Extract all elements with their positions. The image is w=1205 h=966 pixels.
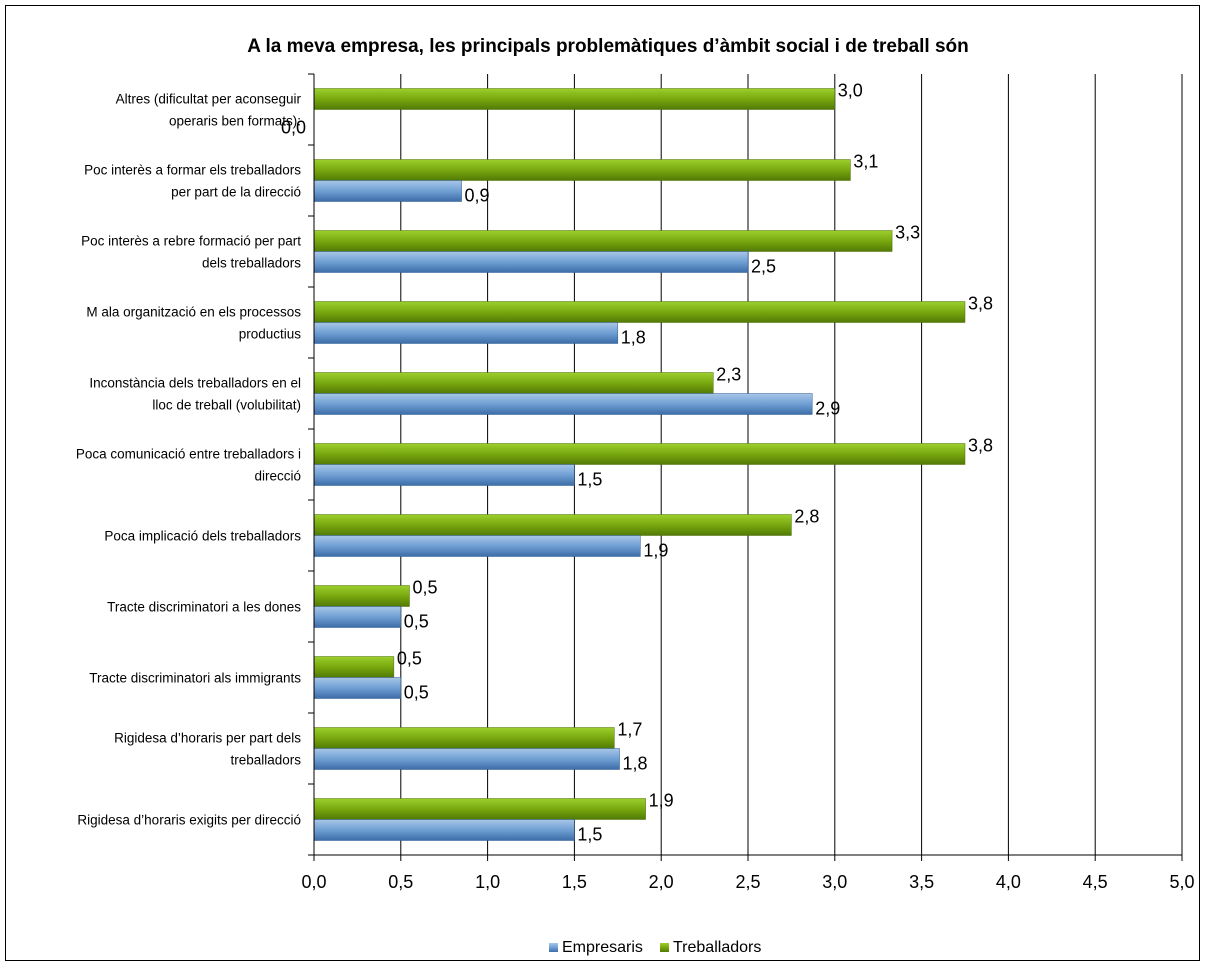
data-label-empresaris: 0,5 (404, 683, 429, 703)
bar-treballadors (313, 514, 792, 536)
x-tick-label: 5,0 (1169, 872, 1194, 892)
category-label: Tracte discriminatori als immigrants (89, 671, 301, 686)
data-label-empresaris: 0,0 (281, 118, 306, 138)
category-label: productius (239, 327, 302, 342)
data-label-empresaris: 2,9 (815, 399, 840, 419)
bar-empresaris (313, 677, 402, 699)
category-label: direcció (254, 469, 301, 484)
data-label-empresaris: 1,5 (577, 825, 602, 845)
bar-empresaris (313, 393, 813, 415)
data-label-empresaris: 0,5 (404, 612, 429, 632)
data-label-treballadors: 3,0 (838, 81, 863, 101)
bar-treballadors (313, 372, 714, 394)
data-label-treballadors: 2,3 (716, 365, 741, 385)
bar-treballadors (313, 88, 836, 110)
category-label: Poc interès a formar els treballadors (84, 163, 301, 178)
category-label: Altres (dificultat per aconseguir (116, 92, 302, 107)
bar-empresaris (313, 819, 575, 841)
category-label: lloc de treball (volubilitat) (152, 398, 301, 413)
bar-empresaris (313, 748, 620, 770)
data-label-empresaris: 1,9 (643, 541, 668, 561)
category-label: treballadors (230, 753, 301, 768)
legend-label: Empresaris (562, 939, 643, 956)
data-label-empresaris: 1,8 (623, 754, 648, 774)
bar-treballadors (313, 656, 395, 678)
legend-swatch (660, 943, 669, 952)
bar-empresaris (313, 322, 619, 344)
category-label: Rigidesa d’horaris exigits per direcció (77, 813, 301, 828)
data-label-empresaris: 1,8 (621, 328, 646, 348)
data-label-treballadors: 2,8 (794, 507, 819, 527)
axes (308, 73, 1183, 861)
x-tick-label: 1,5 (562, 872, 587, 892)
x-tick-label: 4,5 (1083, 872, 1108, 892)
bar-empresaris (313, 180, 462, 202)
bar-treballadors (313, 585, 410, 607)
category-label: Poca comunicació entre treballadors i (76, 447, 301, 462)
bar-treballadors (313, 301, 966, 323)
bar-treballadors (313, 159, 851, 181)
x-tick-label: 3,0 (822, 872, 847, 892)
data-label-treballadors: 3,8 (968, 436, 993, 456)
category-labels: Altres (dificultat per aconseguir operari… (76, 92, 302, 828)
data-label-empresaris: 0,9 (465, 186, 490, 206)
legend-label: Treballadors (673, 939, 761, 956)
data-label-treballadors: 0,5 (397, 649, 422, 669)
data-label-treballadors: 1,9 (649, 791, 674, 811)
data-label-treballadors: 1,7 (617, 720, 642, 740)
bar-treballadors (313, 727, 615, 749)
x-tick-label: 4,0 (996, 872, 1021, 892)
bar-treballadors (313, 230, 893, 252)
category-label: Rigidesa d’horaris per part dels (114, 731, 301, 746)
bar-empresaris (313, 464, 575, 486)
x-tick-label: 2,0 (649, 872, 674, 892)
data-label-treballadors: 3,1 (853, 152, 878, 172)
bars (313, 88, 966, 841)
data-label-treballadors: 0,5 (412, 578, 437, 598)
data-label-empresaris: 1,5 (577, 470, 602, 490)
x-tick-label: 1,0 (475, 872, 500, 892)
x-tick-label: 3,5 (909, 872, 934, 892)
data-label-treballadors: 3,8 (968, 294, 993, 314)
data-labels: 3,0 0,0 3,1 0,9 3,3 2,5 3,8 1,8 2,3 2,9 3,8 1,5 2,8 1… (281, 81, 993, 845)
data-label-empresaris: 2,5 (751, 257, 776, 277)
category-label: operaris ben formats): (169, 114, 301, 129)
gridlines (400, 74, 1183, 855)
bar-empresaris (313, 606, 402, 628)
x-tick-labels: 0,0 0,5 1,0 1,5 2,0 2,5 3,0 3,5 4,0 4,5 5,0 (301, 872, 1194, 892)
category-label: Inconstància dels treballadors en el (89, 376, 301, 391)
x-tick-label: 0,5 (388, 872, 413, 892)
bar-empresaris (313, 251, 749, 273)
category-label: Poc interès a rebre formació per part (81, 234, 301, 249)
category-label: Tracte discriminatori a les dones (107, 600, 301, 615)
category-label: dels treballadors (202, 256, 301, 271)
bar-treballadors (313, 798, 646, 820)
x-tick-label: 2,5 (735, 872, 760, 892)
legend: Empresaris Treballadors (549, 939, 761, 956)
legend-swatch (549, 943, 558, 952)
bar-treballadors (313, 443, 966, 465)
category-label: M ala organització en els processos (86, 305, 301, 320)
x-tick-label: 0,0 (301, 872, 326, 892)
data-label-treballadors: 3,3 (895, 223, 920, 243)
bar-empresaris (313, 535, 641, 557)
chart-title: A la meva empresa, les principals proble… (247, 36, 969, 57)
category-label: Poca implicació dels treballadors (104, 529, 301, 544)
category-label: per part de la direcció (171, 185, 301, 200)
